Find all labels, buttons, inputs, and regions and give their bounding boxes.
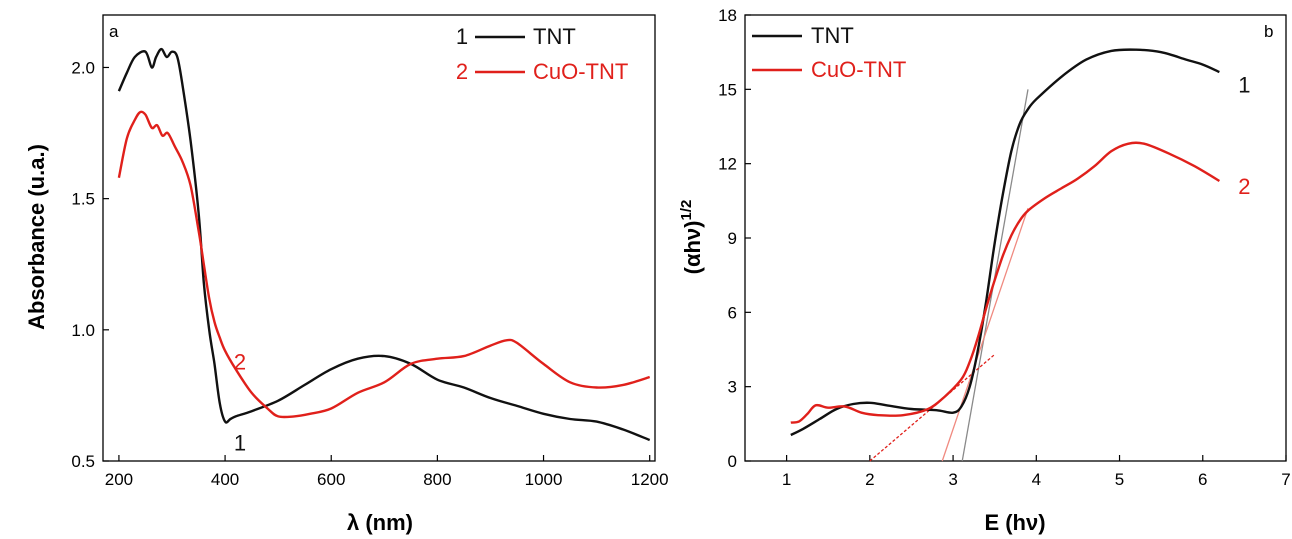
panel-b-y-tick-label: 18 [718,6,737,25]
panel-b-x-tick-label: 3 [948,470,957,489]
panel-a-y-axis-label: Absorbance (u.a.) [24,144,49,330]
panel-a-legend-number-tnt: 1 [456,24,468,49]
panel-a-legend-label-tnt: TNT [533,24,576,49]
panel-b-series-cuo-tnt-line [790,141,1221,424]
panel-a-x-tick-label: 200 [105,470,133,489]
panel-a-letter: a [109,22,119,41]
panel-a-series-tnt-line [117,47,651,442]
panel-b-legend-label-cuo-tnt: CuO-TNT [811,57,906,82]
panel-b-x-tick-label: 6 [1198,470,1207,489]
panel-b-y-axis-label: (αhν)1/2 [678,200,705,275]
panel-b-y-tick-label: 15 [718,80,737,99]
panel-a-y-tick-label: 2.0 [71,58,95,77]
panel-b-x-tick-label: 2 [865,470,874,489]
panel-a-legend-number-cuo-tnt: 2 [456,59,468,84]
panel-b-y-tick-label: 9 [728,229,737,248]
panel-b-y-tick-label: 12 [718,155,737,174]
panel-a-x-tick-label: 600 [317,470,345,489]
panel-a-x-tick-label: 800 [423,470,451,489]
panel-b-y-tick-label: 0 [728,452,737,471]
panel-b-curve-label-2: 2 [1238,174,1250,199]
panel-b-y-tick-label: 6 [728,303,737,322]
panel-a-y-tick-label: 1.0 [71,321,95,340]
panel-b-y-axis-label-superscript: 1/2 [678,200,695,221]
panel-a-curve-label-1: 1 [234,431,246,456]
panel-a-frame [102,14,656,462]
panel-a-series-cuo-tnt-line [117,110,651,419]
panel-b-x-tick-label: 5 [1115,470,1124,489]
panel-a-x-tick-label: 1200 [631,470,669,489]
panel-b-x-tick-label: 4 [1032,470,1041,489]
panel-b-legend-label-tnt: TNT [811,23,854,48]
panel-b-y-tick-label: 3 [728,378,737,397]
panel-a-x-tick-label: 1000 [525,470,563,489]
panel-b-letter: b [1264,22,1273,41]
panel-b-x-tick-label: 7 [1281,470,1290,489]
panel-a-y-tick-label: 0.5 [71,452,95,471]
panel-b-tangent-line-2 [941,208,1029,462]
panel-a-curve-label-2: 2 [234,349,246,374]
panel-a-legend-label-cuo-tnt: CuO-TNT [533,59,628,84]
panel-b-curve-label-1: 1 [1238,72,1250,97]
panel-b-series-tnt-line [790,48,1220,437]
panel-a-x-axis-label: λ (nm) [347,510,413,535]
panel-a-y-tick-label: 1.5 [71,190,95,209]
panel-b-y-axis-label-main: (αhν) [680,221,705,275]
panel-b-x-axis-label: E (hν) [984,510,1045,535]
panel-a-x-tick-label: 400 [211,470,239,489]
panel-a-y-axis-label-main: Absorbance (u.a.) [24,144,49,330]
panel-b-x-tick-label: 1 [782,470,791,489]
panel-a: 200 400 600 800 1000 1200 0.5 1.0 1.5 2.0 λ (nm) Ab… [24,14,669,535]
